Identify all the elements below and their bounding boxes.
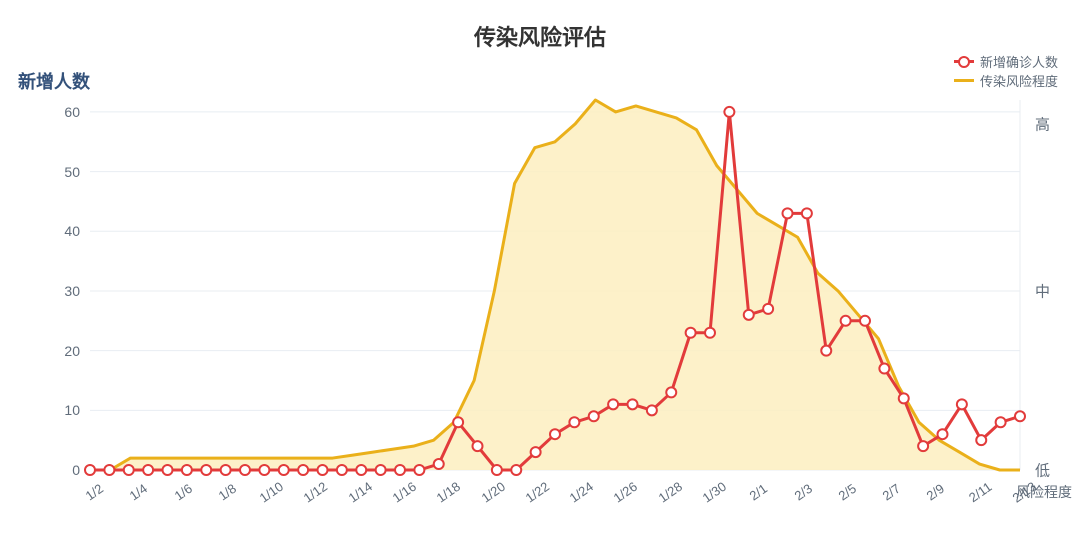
series-cases-marker	[841, 316, 851, 326]
series-cases-marker	[647, 405, 657, 415]
legend: 新增确诊人数传染风险程度	[954, 52, 1058, 90]
series-cases-marker	[628, 399, 638, 409]
series-cases-marker	[124, 465, 134, 475]
legend-swatch	[954, 79, 974, 82]
series-cases-marker	[298, 465, 308, 475]
series-cases-marker	[783, 208, 793, 218]
series-cases-marker	[569, 417, 579, 427]
series-cases-marker	[744, 310, 754, 320]
series-cases-marker	[279, 465, 289, 475]
series-cases-marker	[1015, 411, 1025, 421]
legend-label: 传染风险程度	[980, 71, 1058, 90]
series-cases-marker	[802, 208, 812, 218]
series-cases-marker	[705, 328, 715, 338]
series-cases-marker	[240, 465, 250, 475]
series-cases-marker	[608, 399, 618, 409]
series-cases-marker	[763, 304, 773, 314]
y-right-tick: 低	[1035, 460, 1050, 481]
series-cases-marker	[918, 441, 928, 451]
y-left-tick: 0	[45, 462, 80, 478]
series-cases-marker	[221, 465, 231, 475]
y-left-tick: 40	[45, 223, 80, 239]
series-cases-marker	[318, 465, 328, 475]
series-cases-marker	[201, 465, 211, 475]
series-cases-marker	[337, 465, 347, 475]
series-cases-marker	[376, 465, 386, 475]
series-cases-marker	[163, 465, 173, 475]
series-cases-marker	[957, 399, 967, 409]
series-cases-marker	[395, 465, 405, 475]
y-left-tick: 10	[45, 402, 80, 418]
plot-svg	[0, 0, 1080, 542]
series-cases-marker	[938, 429, 948, 439]
series-cases-marker	[996, 417, 1006, 427]
series-cases-marker	[686, 328, 696, 338]
series-cases-marker	[550, 429, 560, 439]
series-cases-marker	[492, 465, 502, 475]
chart-container: 传染风险评估 新增人数 风险程度 新增确诊人数传染风险程度 0102030405…	[0, 0, 1080, 542]
series-cases-marker	[182, 465, 192, 475]
y-left-tick: 50	[45, 164, 80, 180]
y-left-tick: 20	[45, 343, 80, 359]
y-right-tick: 中	[1035, 280, 1050, 301]
legend-item-cases: 新增确诊人数	[954, 52, 1058, 71]
series-cases-marker	[356, 465, 366, 475]
series-cases-marker	[860, 316, 870, 326]
series-cases-marker	[899, 393, 909, 403]
series-cases-marker	[666, 387, 676, 397]
legend-label: 新增确诊人数	[980, 52, 1058, 71]
legend-marker-icon	[958, 56, 970, 68]
series-cases-marker	[724, 107, 734, 117]
y-left-tick: 60	[45, 104, 80, 120]
series-risk-area	[90, 100, 1020, 470]
series-cases-marker	[531, 447, 541, 457]
legend-swatch	[954, 60, 974, 63]
series-cases-marker	[589, 411, 599, 421]
series-cases-marker	[821, 346, 831, 356]
series-cases-marker	[104, 465, 114, 475]
series-cases-marker	[879, 364, 889, 374]
series-cases-marker	[414, 465, 424, 475]
series-cases-marker	[473, 441, 483, 451]
y-right-tick: 高	[1035, 113, 1050, 134]
series-cases-marker	[143, 465, 153, 475]
legend-item-risk: 传染风险程度	[954, 71, 1058, 90]
series-cases-marker	[85, 465, 95, 475]
series-cases-marker	[453, 417, 463, 427]
series-cases-marker	[976, 435, 986, 445]
series-cases-marker	[259, 465, 269, 475]
series-cases-marker	[511, 465, 521, 475]
y-left-tick: 30	[45, 283, 80, 299]
series-cases-marker	[434, 459, 444, 469]
